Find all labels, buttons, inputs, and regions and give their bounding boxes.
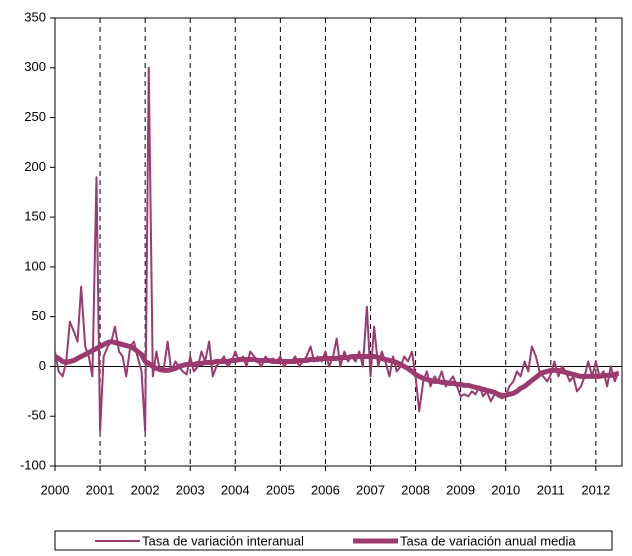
legend-box (54, 530, 613, 551)
y-tick-label: 200 (24, 159, 46, 174)
x-tick-label: 2006 (311, 482, 340, 497)
series-line (55, 339, 620, 398)
y-tick-label: -50 (27, 408, 46, 423)
y-tick-label: 50 (32, 308, 46, 323)
x-tick-label: 2007 (356, 482, 385, 497)
legend-label: Tasa de variación anual media (400, 533, 576, 548)
x-tick-label: 2011 (537, 482, 565, 497)
plot-frame (54, 17, 623, 467)
x-tick-label: 2012 (581, 482, 610, 497)
x-tick-label: 2003 (176, 482, 205, 497)
x-tick-label: 2000 (41, 482, 70, 497)
y-tick-label: 150 (24, 209, 46, 224)
y-tick-label: 350 (24, 9, 46, 24)
x-tick-label: 2009 (446, 482, 475, 497)
series-line (55, 66, 620, 433)
y-tick-label: 250 (24, 109, 46, 124)
legend-label: Tasa de variación interanual (142, 533, 304, 548)
x-tick-label: 2001 (86, 482, 115, 497)
x-tick-label: 2002 (131, 482, 160, 497)
y-tick-label: -100 (20, 457, 46, 472)
x-tick-label: 2008 (401, 482, 430, 497)
y-tick-label: 0 (39, 358, 46, 373)
x-tick-label: 2010 (491, 482, 520, 497)
x-tick-label: 2005 (266, 482, 295, 497)
y-tick-label: 300 (24, 59, 46, 74)
x-tick-label: 2004 (221, 482, 250, 497)
y-tick-label: 100 (24, 258, 46, 273)
